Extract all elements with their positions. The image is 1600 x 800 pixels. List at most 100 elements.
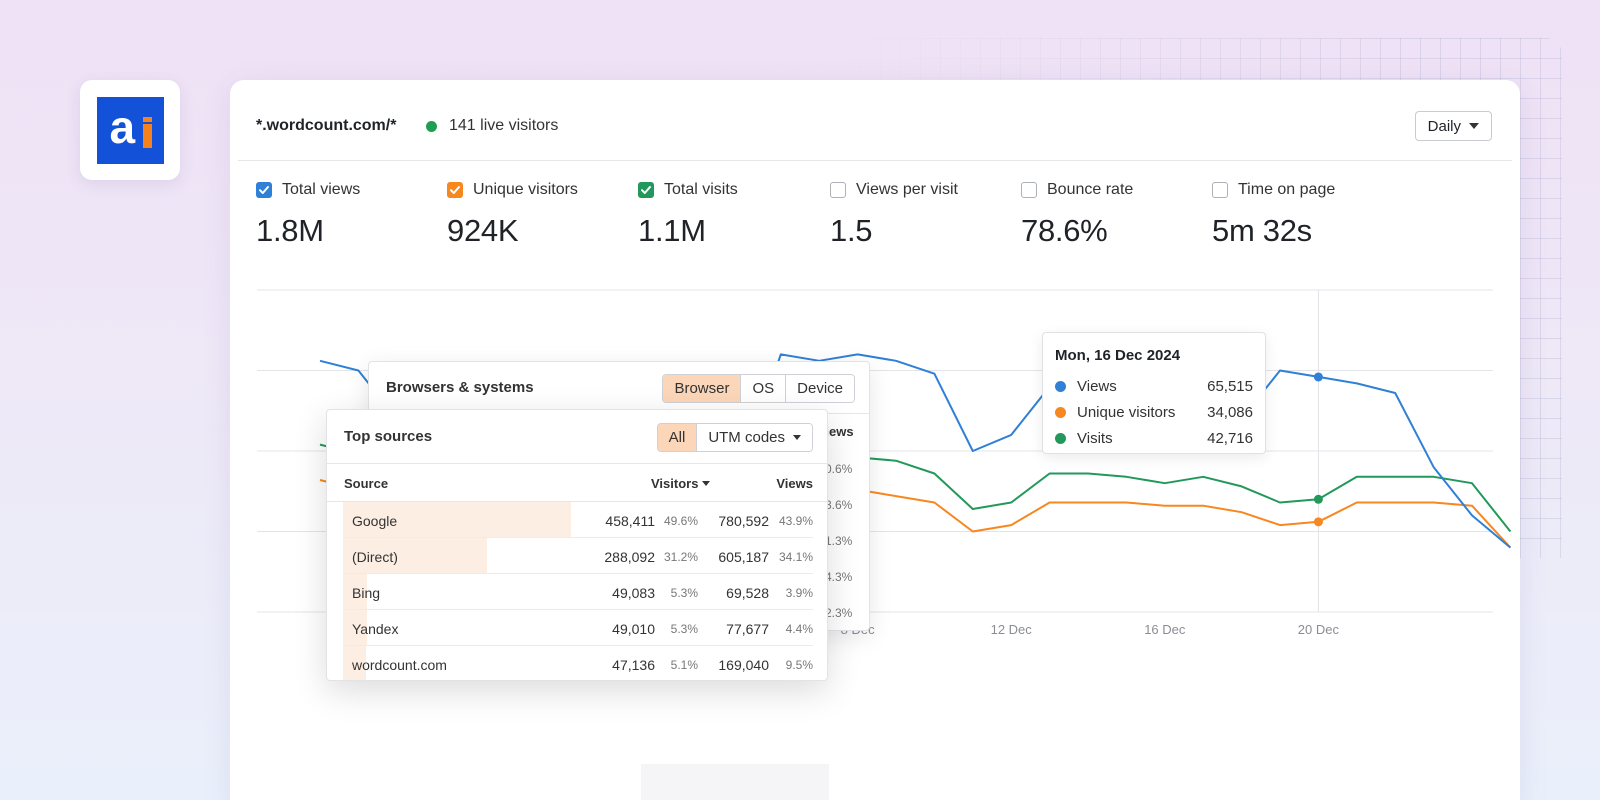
checkbox-total-views[interactable]: [256, 182, 272, 198]
logo-accent-bar: [142, 123, 152, 148]
views-pct: 34.1%: [778, 550, 813, 564]
sort-desc-icon: [702, 481, 711, 486]
highlight-point-views: [1313, 372, 1323, 382]
metric-label: Total views: [282, 181, 361, 198]
visitors-pct: 49.6%: [663, 514, 698, 528]
views-dot-icon: [1055, 380, 1066, 392]
metric-label: Views per visit: [856, 181, 958, 198]
column-views[interactable]: Views: [776, 476, 813, 491]
visitors-value: 288,092: [604, 549, 655, 565]
source-name: Bing: [352, 585, 381, 601]
app-logo[interactable]: a: [80, 80, 180, 180]
table-row[interactable]: (Direct) 288,092 31.2% 605,187 34.1%: [343, 538, 813, 574]
source-name: (Direct): [352, 549, 398, 565]
visitors-value: 49,010: [612, 621, 655, 637]
tab-all[interactable]: All: [657, 424, 697, 451]
browser-view-pct: 2.3%: [825, 606, 853, 620]
checkbox-views-per-visit[interactable]: [830, 182, 846, 198]
checkbox-time-on-page[interactable]: [1212, 182, 1228, 198]
source-name: wordcount.com: [352, 657, 447, 673]
views-pct: 4.4%: [785, 622, 813, 636]
table-row[interactable]: Bing 49,083 5.3% 69,528 3.9%: [343, 574, 813, 610]
visitors-pct: 5.3%: [670, 586, 698, 600]
tooltip-row-visits: Visits 42,716: [1055, 425, 1253, 451]
tooltip-value: 65,515: [1207, 377, 1253, 395]
visitors-value: 49,083: [612, 585, 655, 601]
metric-value: 1.1M: [638, 213, 706, 248]
metric-label: Unique visitors: [473, 181, 578, 198]
tab-browser[interactable]: Browser: [663, 375, 741, 402]
browsers-tabs: Browser OS Device: [662, 374, 855, 403]
views-value: 169,040: [718, 657, 769, 673]
share-bar: [343, 646, 366, 680]
metric-total-views[interactable]: Total views 1.8M: [256, 181, 436, 249]
visitors-pct: 31.2%: [663, 550, 698, 564]
metric-bounce-rate[interactable]: Bounce rate 78.6%: [1021, 181, 1201, 249]
views-pct: 9.5%: [785, 658, 813, 672]
unique-visitors-dot-icon: [1055, 406, 1066, 418]
metric-value: 1.8M: [256, 213, 324, 248]
interval-dropdown[interactable]: Daily: [1414, 111, 1492, 141]
table-row[interactable]: wordcount.com 47,136 5.1% 169,040 9.5%: [343, 646, 813, 680]
tooltip-label: Unique visitors: [1077, 403, 1176, 421]
metric-label: Time on page: [1238, 181, 1336, 198]
views-value: 780,592: [718, 513, 769, 529]
browser-view-pct: 1.3%: [825, 534, 853, 548]
tab-utm-codes[interactable]: UTM codes: [696, 424, 812, 451]
logo-mark: a: [96, 96, 164, 164]
tooltip-date: Mon, 16 Dec 2024: [1055, 347, 1181, 364]
metric-total-visits[interactable]: Total visits 1.1M: [638, 181, 818, 249]
panel-title: Browsers & systems: [386, 379, 534, 396]
browser-view-pct: 0.6%: [825, 462, 853, 476]
logo-letter: a: [109, 100, 136, 153]
metric-views-per-visit[interactable]: Views per visit 1.5: [830, 181, 1010, 249]
share-bar: [343, 538, 487, 573]
metric-label: Total visits: [664, 181, 738, 198]
browser-view-pct: 3.6%: [825, 498, 853, 512]
background-placeholder: [641, 764, 829, 800]
x-tick-label: 16 Dec: [1144, 622, 1186, 637]
views-pct: 43.9%: [778, 514, 813, 528]
views-value: 77,677: [726, 621, 769, 637]
visitors-pct: 5.1%: [670, 658, 698, 672]
tooltip-label: Visits: [1077, 429, 1113, 447]
site-domain: *.wordcount.com/*: [256, 117, 397, 134]
browser-view-pct: 4.3%: [825, 570, 853, 584]
sources-table-body: Google 458,411 49.6% 780,592 43.9% (Direct) 28…: [327, 502, 827, 680]
logo-accent-dot: [142, 116, 152, 122]
checkbox-total-visits[interactable]: [638, 182, 654, 198]
card-header: *.wordcount.com/* 141 live visitors Dail…: [238, 80, 1512, 161]
views-value: 69,528: [726, 585, 769, 601]
tab-os[interactable]: OS: [740, 375, 786, 402]
highlight-point-visits: [1313, 494, 1323, 504]
metric-time-on-page[interactable]: Time on page 5m 32s: [1212, 181, 1392, 249]
visits-dot-icon: [1055, 432, 1066, 444]
checkbox-unique-visitors[interactable]: [447, 182, 463, 198]
metric-unique-visitors[interactable]: Unique visitors 924K: [447, 181, 627, 249]
tooltip-value: 34,086: [1207, 403, 1253, 421]
share-bar: [343, 502, 571, 537]
column-visitors[interactable]: Visitors: [651, 476, 711, 491]
source-name: Google: [352, 513, 398, 529]
sources-tabs: All UTM codes: [656, 423, 813, 452]
column-visitors-label: Visitors: [651, 476, 699, 491]
table-row[interactable]: Google 458,411 49.6% 780,592 43.9%: [343, 502, 813, 538]
share-bar: [343, 610, 367, 645]
x-tick-label: 20 Dec: [1298, 622, 1340, 637]
visitors-pct: 5.3%: [670, 622, 698, 636]
source-name: Yandex: [352, 621, 399, 637]
metric-value: 5m 32s: [1212, 213, 1312, 248]
column-source[interactable]: Source: [344, 476, 389, 491]
utm-label: UTM codes: [708, 429, 785, 446]
checkbox-bounce-rate[interactable]: [1021, 182, 1037, 198]
metric-value: 78.6%: [1021, 213, 1108, 248]
table-row[interactable]: Yandex 49,010 5.3% 77,677 4.4%: [343, 610, 813, 646]
views-pct: 3.9%: [785, 586, 813, 600]
live-dot-icon: [426, 120, 437, 132]
metric-value: 924K: [447, 213, 519, 248]
chart-tooltip: Mon, 16 Dec 2024 Views 65,515 Unique vis…: [1042, 332, 1266, 454]
tooltip-row-views: Views 65,515: [1055, 373, 1253, 399]
tab-device[interactable]: Device: [785, 375, 854, 402]
live-visitors: 141 live visitors: [426, 117, 558, 135]
top-sources-panel: Top sources All UTM codes Source Visitor…: [326, 409, 828, 681]
